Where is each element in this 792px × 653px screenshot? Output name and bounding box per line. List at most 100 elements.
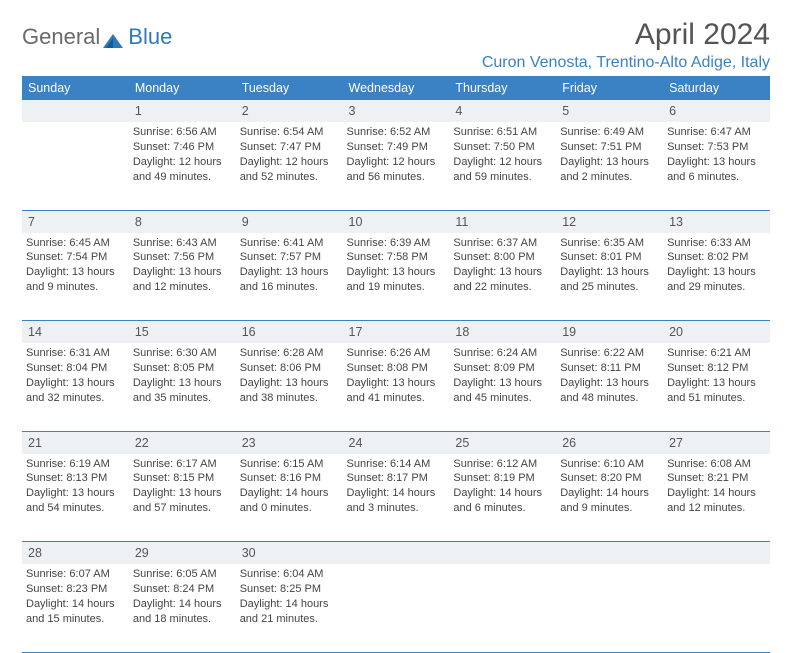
day-cell: Sunrise: 6:05 AMSunset: 8:24 PMDaylight:… (129, 564, 236, 652)
month-title: April 2024 (482, 18, 770, 52)
day-cell (556, 564, 663, 652)
day-number: 24 (349, 436, 363, 450)
day-details: Sunrise: 6:24 AMSunset: 8:09 PMDaylight:… (453, 346, 552, 405)
day-number: 21 (28, 436, 42, 450)
day-details: Sunrise: 6:56 AMSunset: 7:46 PMDaylight:… (133, 125, 232, 184)
day-header: Saturday (663, 76, 770, 100)
day-number: 30 (242, 546, 256, 560)
daynum-cell: 7 (22, 210, 129, 233)
day-cell: Sunrise: 6:10 AMSunset: 8:20 PMDaylight:… (556, 454, 663, 542)
logo-triangle-icon (102, 32, 124, 50)
daynum-row: 78910111213 (22, 210, 770, 233)
day-details: Sunrise: 6:15 AMSunset: 8:16 PMDaylight:… (240, 457, 339, 516)
daynum-cell: 5 (556, 100, 663, 122)
daynum-row: 14151617181920 (22, 321, 770, 344)
day-cell: Sunrise: 6:26 AMSunset: 8:08 PMDaylight:… (343, 343, 450, 431)
day-number: 16 (242, 325, 256, 339)
daynum-cell: 9 (236, 210, 343, 233)
day-details: Sunrise: 6:37 AMSunset: 8:00 PMDaylight:… (453, 236, 552, 295)
daynum-cell (556, 542, 663, 565)
day-cell (449, 564, 556, 652)
daynum-cell: 21 (22, 431, 129, 454)
daynum-cell: 27 (663, 431, 770, 454)
day-cell: Sunrise: 6:35 AMSunset: 8:01 PMDaylight:… (556, 233, 663, 321)
day-cell (22, 122, 129, 210)
content-row: Sunrise: 6:56 AMSunset: 7:46 PMDaylight:… (22, 122, 770, 210)
daynum-cell: 28 (22, 542, 129, 565)
day-number: 9 (242, 215, 249, 229)
day-header: Tuesday (236, 76, 343, 100)
daynum-cell: 22 (129, 431, 236, 454)
day-details: Sunrise: 6:07 AMSunset: 8:23 PMDaylight:… (26, 567, 125, 626)
day-number: 6 (669, 104, 676, 118)
daynum-cell: 3 (343, 100, 450, 122)
daynum-cell: 14 (22, 321, 129, 344)
day-cell: Sunrise: 6:08 AMSunset: 8:21 PMDaylight:… (663, 454, 770, 542)
day-cell: Sunrise: 6:21 AMSunset: 8:12 PMDaylight:… (663, 343, 770, 431)
day-header: Sunday (22, 76, 129, 100)
day-cell: Sunrise: 6:14 AMSunset: 8:17 PMDaylight:… (343, 454, 450, 542)
calendar-body: 12 345 6 Sunrise: 6:56 AMSunset: 7:46 PMDay… (22, 100, 770, 652)
day-details: Sunrise: 6:35 AMSunset: 8:01 PMDaylight:… (560, 236, 659, 295)
day-number: 25 (455, 436, 469, 450)
daynum-cell: 26 (556, 431, 663, 454)
daynum-cell: 1 (129, 100, 236, 122)
day-number: 13 (669, 215, 683, 229)
daynum-cell: 25 (449, 431, 556, 454)
day-number: 14 (28, 325, 42, 339)
title-block: April 2024 Curon Venosta, Trentino-Alto … (482, 18, 770, 72)
daynum-cell (449, 542, 556, 565)
day-cell: Sunrise: 6:52 AMSunset: 7:49 PMDaylight:… (343, 122, 450, 210)
day-number: 2 (242, 104, 249, 118)
day-details: Sunrise: 6:39 AMSunset: 7:58 PMDaylight:… (347, 236, 446, 295)
day-details: Sunrise: 6:22 AMSunset: 8:11 PMDaylight:… (560, 346, 659, 405)
day-details: Sunrise: 6:17 AMSunset: 8:15 PMDaylight:… (133, 457, 232, 516)
day-cell: Sunrise: 6:47 AMSunset: 7:53 PMDaylight:… (663, 122, 770, 210)
day-header: Friday (556, 76, 663, 100)
day-cell: Sunrise: 6:19 AMSunset: 8:13 PMDaylight:… (22, 454, 129, 542)
day-cell: Sunrise: 6:17 AMSunset: 8:15 PMDaylight:… (129, 454, 236, 542)
day-header: Monday (129, 76, 236, 100)
daynum-cell (663, 542, 770, 565)
day-details: Sunrise: 6:47 AMSunset: 7:53 PMDaylight:… (667, 125, 766, 184)
daynum-cell: 8 (129, 210, 236, 233)
day-number: 8 (135, 215, 142, 229)
day-cell: Sunrise: 6:30 AMSunset: 8:05 PMDaylight:… (129, 343, 236, 431)
header: General Blue April 2024 Curon Venosta, T… (22, 18, 770, 72)
daynum-cell: 4 (449, 100, 556, 122)
day-number: 17 (349, 325, 363, 339)
day-number: 27 (669, 436, 683, 450)
daynum-row: 12 345 6 (22, 100, 770, 122)
calendar-table: SundayMondayTuesdayWednesdayThursdayFrid… (22, 76, 770, 653)
day-cell: Sunrise: 6:15 AMSunset: 8:16 PMDaylight:… (236, 454, 343, 542)
daynum-cell: 2 (236, 100, 343, 122)
day-number: 26 (562, 436, 576, 450)
content-row: Sunrise: 6:31 AMSunset: 8:04 PMDaylight:… (22, 343, 770, 431)
day-cell: Sunrise: 6:39 AMSunset: 7:58 PMDaylight:… (343, 233, 450, 321)
day-header: Thursday (449, 76, 556, 100)
day-cell: Sunrise: 6:54 AMSunset: 7:47 PMDaylight:… (236, 122, 343, 210)
day-details: Sunrise: 6:52 AMSunset: 7:49 PMDaylight:… (347, 125, 446, 184)
daynum-cell: 19 (556, 321, 663, 344)
day-details: Sunrise: 6:05 AMSunset: 8:24 PMDaylight:… (133, 567, 232, 626)
daynum-cell: 17 (343, 321, 450, 344)
day-number: 5 (562, 104, 569, 118)
daynum-cell: 11 (449, 210, 556, 233)
day-details: Sunrise: 6:49 AMSunset: 7:51 PMDaylight:… (560, 125, 659, 184)
content-row: Sunrise: 6:45 AMSunset: 7:54 PMDaylight:… (22, 233, 770, 321)
day-cell: Sunrise: 6:37 AMSunset: 8:00 PMDaylight:… (449, 233, 556, 321)
daynum-cell: 30 (236, 542, 343, 565)
day-cell (343, 564, 450, 652)
day-number: 29 (135, 546, 149, 560)
calendar-head: SundayMondayTuesdayWednesdayThursdayFrid… (22, 76, 770, 100)
day-cell: Sunrise: 6:33 AMSunset: 8:02 PMDaylight:… (663, 233, 770, 321)
day-cell: Sunrise: 6:43 AMSunset: 7:56 PMDaylight:… (129, 233, 236, 321)
daynum-cell: 10 (343, 210, 450, 233)
day-header: Wednesday (343, 76, 450, 100)
day-details: Sunrise: 6:41 AMSunset: 7:57 PMDaylight:… (240, 236, 339, 295)
day-details: Sunrise: 6:28 AMSunset: 8:06 PMDaylight:… (240, 346, 339, 405)
day-cell (663, 564, 770, 652)
day-details: Sunrise: 6:54 AMSunset: 7:47 PMDaylight:… (240, 125, 339, 184)
daynum-cell: 15 (129, 321, 236, 344)
day-details: Sunrise: 6:14 AMSunset: 8:17 PMDaylight:… (347, 457, 446, 516)
